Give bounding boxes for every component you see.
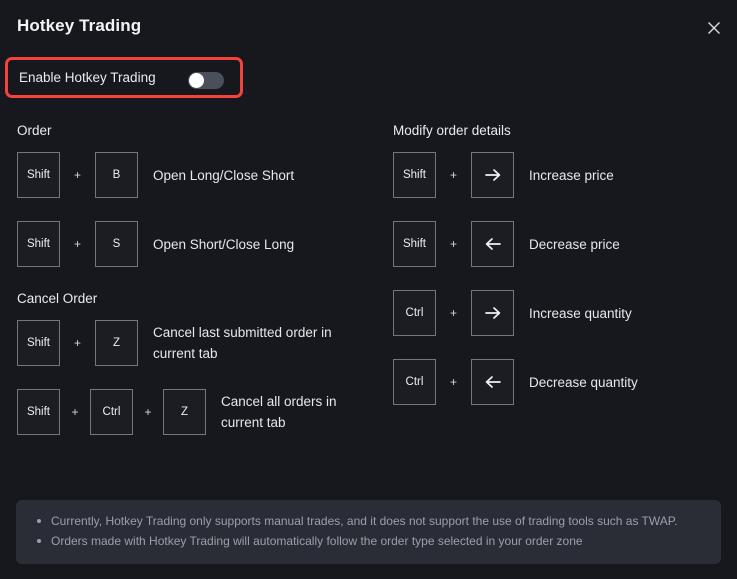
- toggle-knob: [189, 73, 204, 88]
- hotkey-description: Increase price: [529, 167, 614, 183]
- page-title: Hotkey Trading: [17, 16, 142, 35]
- arrow-right-icon: [483, 167, 503, 183]
- key-separator: +: [449, 168, 457, 182]
- key-separator: +: [73, 336, 81, 350]
- hotkey-row-decrease-quantity: Ctrl + Decrease quantity: [393, 359, 723, 405]
- key-cap-shift[interactable]: Shift: [17, 152, 60, 198]
- key-cap-ctrl[interactable]: Ctrl: [393, 359, 436, 405]
- key-separator: +: [73, 237, 81, 251]
- key-cap-shift[interactable]: Shift: [17, 320, 60, 366]
- section-title-cancel-order: Cancel Order: [17, 291, 98, 306]
- list-item: Orders made with Hotkey Trading will aut…: [34, 531, 703, 551]
- key-cap-ctrl[interactable]: Ctrl: [393, 290, 436, 336]
- key-cap-arrow-right[interactable]: [471, 152, 514, 198]
- hotkey-row-cancel-all: Shift + Ctrl + Z Cancel all orders in cu…: [17, 389, 377, 435]
- hotkey-row-open-short: Shift + S Open Short/Close Long: [17, 221, 377, 267]
- hotkey-row-increase-quantity: Ctrl + Increase quantity: [393, 290, 723, 336]
- key-separator: +: [449, 375, 457, 389]
- dialog-header: Hotkey Trading: [0, 0, 737, 52]
- arrow-right-icon: [483, 305, 503, 321]
- notes-panel: Currently, Hotkey Trading only supports …: [16, 500, 721, 564]
- key-cap-z[interactable]: Z: [95, 320, 138, 366]
- hotkey-description: Decrease quantity: [529, 374, 638, 390]
- arrow-left-icon: [483, 236, 503, 252]
- hotkey-description: Cancel last submitted order in current t…: [153, 325, 332, 361]
- key-separator: +: [144, 405, 152, 419]
- key-separator: +: [449, 306, 457, 320]
- enable-hotkey-trading-toggle[interactable]: [188, 72, 224, 89]
- hotkey-row-open-long: Shift + B Open Long/Close Short: [17, 152, 377, 198]
- section-title-modify-order-details: Modify order details: [393, 123, 511, 138]
- enable-hotkey-trading-label: Enable Hotkey Trading: [19, 70, 156, 85]
- enable-hotkey-trading-row[interactable]: Enable Hotkey Trading: [5, 57, 243, 98]
- key-separator: +: [71, 405, 79, 419]
- key-cap-shift[interactable]: Shift: [17, 221, 60, 267]
- key-cap-shift[interactable]: Shift: [17, 389, 60, 435]
- hotkey-description: Open Long/Close Short: [153, 167, 295, 183]
- key-cap-arrow-left[interactable]: [471, 221, 514, 267]
- notes-list: Currently, Hotkey Trading only supports …: [34, 511, 703, 551]
- key-cap-z[interactable]: Z: [163, 389, 206, 435]
- hotkey-description: Decrease price: [529, 236, 620, 252]
- hotkey-row-increase-price: Shift + Increase price: [393, 152, 723, 198]
- section-title-order: Order: [17, 123, 52, 138]
- key-cap-shift[interactable]: Shift: [393, 152, 436, 198]
- hotkey-description: Open Short/Close Long: [153, 236, 295, 252]
- close-button[interactable]: [700, 14, 728, 42]
- hotkey-description: Cancel all orders in current tab: [221, 394, 337, 430]
- key-cap-s[interactable]: S: [95, 221, 138, 267]
- key-cap-shift[interactable]: Shift: [393, 221, 436, 267]
- key-cap-ctrl[interactable]: Ctrl: [90, 389, 133, 435]
- hotkey-row-decrease-price: Shift + Decrease price: [393, 221, 723, 267]
- key-separator: +: [73, 168, 81, 182]
- list-item: Currently, Hotkey Trading only supports …: [34, 511, 703, 531]
- key-cap-arrow-left[interactable]: [471, 359, 514, 405]
- key-separator: +: [449, 237, 457, 251]
- arrow-left-icon: [483, 374, 503, 390]
- key-cap-b[interactable]: B: [95, 152, 138, 198]
- close-icon: [706, 20, 722, 36]
- hotkey-row-cancel-last: Shift + Z Cancel last submitted order in…: [17, 320, 377, 366]
- hotkey-description: Increase quantity: [529, 305, 632, 321]
- key-cap-arrow-right[interactable]: [471, 290, 514, 336]
- left-column: Order Shift + B Open Long/Close Short Sh…: [17, 122, 377, 458]
- right-column: Modify order details Shift + Increase pr…: [393, 122, 723, 428]
